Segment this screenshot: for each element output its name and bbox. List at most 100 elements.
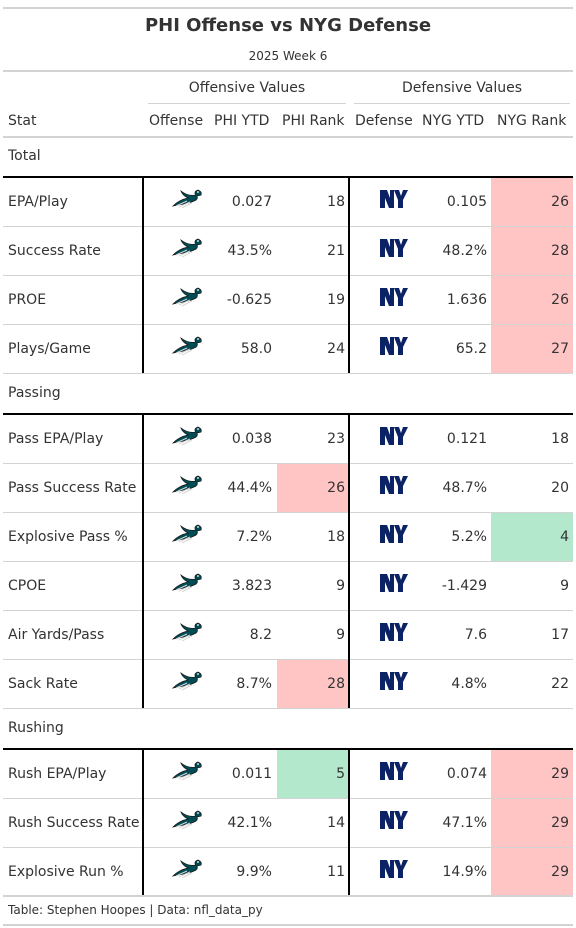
phi-rank-cell: 9 [336,627,345,643]
top-border [3,7,573,9]
nyg-rank-cell: 20 [551,480,569,496]
phi-ytd-cell: 7.2% [236,529,272,545]
group-top-border [3,176,573,178]
stat-cell: Pass EPA/Play [8,431,104,447]
eagles-logo [171,669,203,697]
table-row: EPA/Play 0.027 18 0.105 26 [3,178,573,227]
stat-cell: Pass Success Rate [8,480,137,496]
group-separator-line [348,178,350,373]
nyg-rank-cell: 17 [551,627,569,643]
footer-border [3,924,573,926]
spanner-line-defense [354,103,570,104]
eagles-logo-icon [171,761,202,781]
giants-logo [379,620,409,650]
phi-ytd-cell: 58.0 [240,341,272,357]
giants-logo [379,236,409,266]
phi-rank-cell: 24 [327,341,345,357]
stat-cell: Air Yards/Pass [8,627,105,643]
eagles-logo-icon [171,426,202,446]
eagles-logo [171,187,203,215]
nyg-rank-cell: 28 [491,227,573,275]
table-row: Rush EPA/Play 0.011 5 0.074 29 [3,750,573,799]
nyg-ytd-cell: 0.074 [446,766,487,782]
spanner-offensive-values: Offensive Values [188,80,306,96]
giants-ny-logo-icon [380,860,408,878]
row-group-label: Total [8,148,41,164]
nyg-ytd-cell: 65.2 [455,341,487,357]
giants-ny-logo-icon [380,811,408,829]
giants-ny-logo-icon [380,288,408,306]
nyg-rank-cell: 26 [491,276,573,324]
nyg-rank-cell: 9 [560,578,569,594]
eagles-logo-icon [171,622,202,642]
phi-ytd-cell: 0.038 [231,431,272,447]
giants-ny-logo-icon [380,337,408,355]
group-separator-line [142,750,144,896]
eagles-logo-icon [171,859,202,879]
eagles-logo [171,808,203,836]
giants-logo [379,571,409,601]
group-top-border [3,413,573,415]
eagles-logo-icon [171,475,202,495]
col-header-nyg-rank: NYG Rank [497,113,567,129]
spanner-defensive-values: Defensive Values [401,80,523,96]
eagles-logo [171,620,203,648]
col-header-phi-rank: PHI Rank [282,113,345,129]
nyg-ytd-cell: 48.2% [442,243,487,259]
giants-ny-logo-icon [380,623,408,641]
stat-cell: Explosive Run % [8,864,124,880]
stat-cell: EPA/Play [8,194,68,210]
nyg-rank-cell: 29 [491,848,573,896]
phi-rank-cell: 23 [327,431,345,447]
phi-ytd-cell: 43.5% [227,243,272,259]
nyg-rank-cell: 27 [491,325,573,373]
phi-rank-cell: 9 [336,578,345,594]
phi-ytd-cell: 8.2 [249,627,272,643]
eagles-logo-icon [171,810,202,830]
giants-ny-logo-icon [380,762,408,780]
col-header-stat: Stat [8,113,37,129]
giants-ny-logo-icon [380,190,408,208]
giants-logo [379,285,409,315]
giants-ny-logo-icon [380,525,408,543]
heading-border [3,70,573,72]
source-note: Table: Stephen Hoopes | Data: nfl_data_p… [8,903,263,917]
stat-cell: PROE [8,292,47,308]
stat-cell: Sack Rate [8,676,78,692]
nyg-ytd-cell: 4.8% [451,676,487,692]
nyg-ytd-cell: 14.9% [442,864,487,880]
nyg-rank-cell: 29 [491,799,573,847]
phi-ytd-cell: -0.625 [226,292,272,308]
eagles-logo [171,759,203,787]
group-separator-line [142,178,144,373]
phi-ytd-cell: 8.7% [236,676,272,692]
phi-ytd-cell: 42.1% [227,815,272,831]
giants-logo [379,522,409,552]
phi-ytd-cell: 44.4% [227,480,272,496]
group-separator-line [142,415,144,708]
stat-cell: Plays/Game [8,341,91,357]
eagles-logo-icon [171,524,202,544]
eagles-logo-icon [171,189,202,209]
phi-rank-cell: 5 [277,750,349,798]
giants-logo [379,759,409,789]
nyg-ytd-cell: 47.1% [442,815,487,831]
nyg-ytd-cell: -1.429 [441,578,487,594]
stat-cell: Rush Success Rate [8,815,140,831]
col-header-defense: Defense [355,113,413,129]
col-header-nyg-ytd: NYG YTD [422,113,485,129]
phi-ytd-cell: 9.9% [236,864,272,880]
phi-rank-cell: 19 [327,292,345,308]
giants-logo [379,808,409,838]
table-row: PROE -0.625 19 1.636 26 [3,276,573,325]
table-row: Rush Success Rate 42.1% 14 47.1% 29 [3,799,573,848]
eagles-logo [171,857,203,885]
stat-cell: Success Rate [8,243,101,259]
table-row: Explosive Run % 9.9% 11 14.9% 29 [3,848,573,897]
table-row: Sack Rate 8.7% 28 4.8% 22 [3,660,573,709]
row-group-label: Rushing [8,720,64,736]
eagles-logo-icon [171,336,202,356]
phi-rank-cell: 18 [327,529,345,545]
eagles-logo-icon [171,573,202,593]
phi-rank-cell: 18 [327,194,345,210]
